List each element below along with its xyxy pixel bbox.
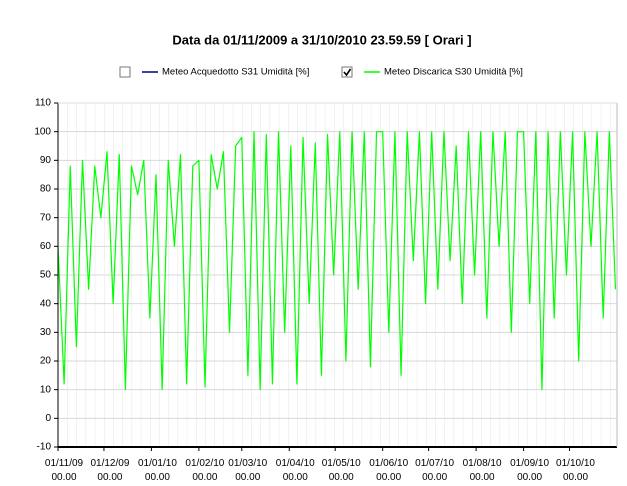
y-tick-label: 110 — [35, 98, 51, 109]
x-tick-label: 01/12/09 00.00 — [90, 458, 129, 483]
y-tick-label: 40 — [40, 298, 52, 309]
label-line: 00.00 — [51, 472, 76, 483]
legend: Meteo Acquedotto S31 Umidità [%] Meteo Di… — [119, 66, 523, 78]
label-line: 01/01/10 — [138, 458, 177, 469]
data-line — [57, 131, 617, 391]
legend-label: Meteo Discarica S30 Umidità [%] — [384, 67, 523, 78]
label-line: 01/12/09 — [90, 458, 129, 469]
label-line: 01/09/10 — [510, 458, 549, 469]
y-tick-label: 10 — [40, 384, 52, 395]
x-tick-label: 01/08/10 00.00 — [463, 458, 502, 483]
y-tick-label: 100 — [34, 126, 51, 137]
x-tick-label: 01/05/10 00.00 — [322, 458, 361, 483]
label-line: 00.00 — [329, 472, 354, 483]
x-tick-label: 01/01/10 00.00 — [138, 458, 177, 483]
y-tick-label: 30 — [40, 327, 52, 338]
label-line: 00.00 — [283, 472, 308, 483]
y-tick-label: -10 — [37, 442, 52, 453]
x-tick-label: 01/10/10 00.00 — [556, 458, 595, 483]
x-tick-label: 01/07/10 00.00 — [415, 458, 454, 483]
label-line: 01/03/10 — [228, 458, 267, 469]
plot-area: -10 0 10 20 30 40 50 60 70 80 90 100 110 01/11/09 00.0… — [34, 98, 618, 483]
label-line: 00.00 — [192, 472, 217, 483]
y-tick-label: 70 — [40, 212, 52, 223]
y-tick-label: 50 — [40, 270, 52, 281]
label-line: 00.00 — [376, 472, 401, 483]
label-line: 00.00 — [470, 472, 495, 483]
x-tick-label: 01/02/10 00.00 — [185, 458, 224, 483]
y-tick-label: 20 — [40, 356, 52, 367]
x-tick-label: 01/06/10 00.00 — [369, 458, 408, 483]
label-line: 00.00 — [422, 472, 447, 483]
label-line: 00.00 — [235, 472, 260, 483]
y-tick-label: 60 — [40, 241, 52, 252]
x-tick-label: 01/11/09 00.00 — [45, 458, 84, 483]
label-line: 01/04/10 — [276, 458, 315, 469]
y-tick-label: 90 — [40, 155, 52, 166]
label-line: 00.00 — [97, 472, 122, 483]
label-line: 01/07/10 — [415, 458, 454, 469]
y-tick-label: 80 — [40, 184, 52, 195]
label-line: 01/06/10 — [369, 458, 408, 469]
legend-label: Meteo Acquedotto S31 Umidità [%] — [162, 67, 309, 78]
label-line: 00.00 — [517, 472, 542, 483]
chart-title: Data da 01/11/2009 a 31/10/2010 23.59.59… — [172, 32, 471, 47]
x-tick-label: 01/09/10 00.00 — [510, 458, 549, 483]
check-mark — [343, 68, 352, 77]
x-tick-label: 01/04/10 00.00 — [276, 458, 315, 483]
label-line: 01/02/10 — [185, 458, 224, 469]
legend-checkbox[interactable] — [119, 66, 131, 78]
label-line: 01/11/09 — [45, 458, 84, 469]
label-line: 01/08/10 — [463, 458, 502, 469]
label-line: 01/10/10 — [556, 458, 595, 469]
label-line: 00.00 — [563, 472, 588, 483]
y-tick-label: 0 — [45, 413, 51, 424]
x-tick-label: 01/03/10 00.00 — [228, 458, 267, 483]
legend-checkbox[interactable] — [341, 66, 353, 78]
label-line: 01/05/10 — [322, 458, 361, 469]
label-line: 00.00 — [145, 472, 170, 483]
